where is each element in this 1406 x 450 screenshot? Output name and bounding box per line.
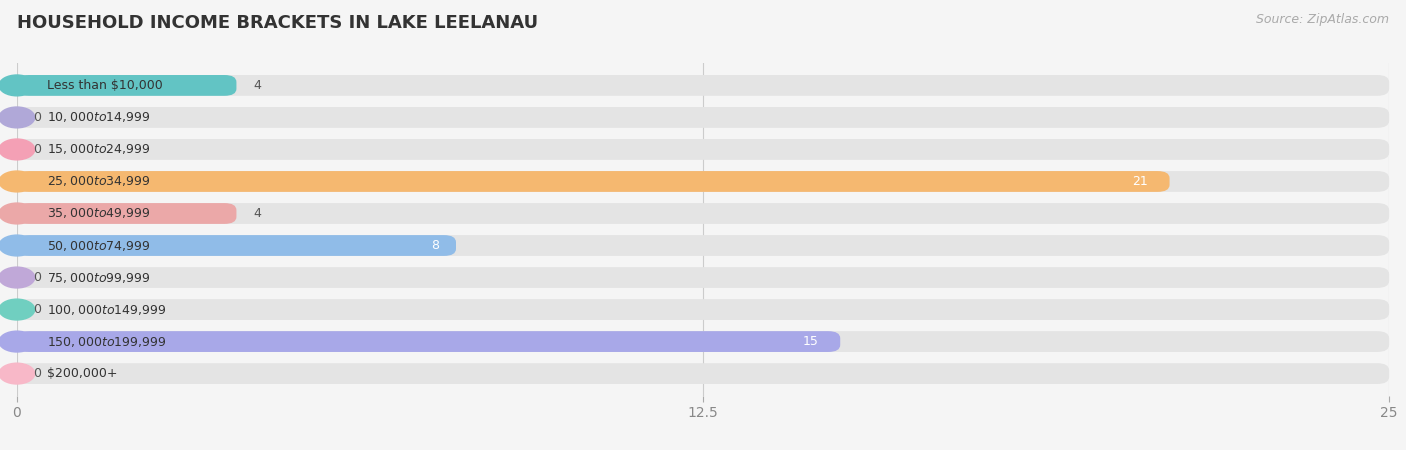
Text: Source: ZipAtlas.com: Source: ZipAtlas.com <box>1256 14 1389 27</box>
FancyBboxPatch shape <box>17 331 1389 352</box>
FancyBboxPatch shape <box>17 203 1389 224</box>
Text: $100,000 to $149,999: $100,000 to $149,999 <box>46 302 166 316</box>
FancyBboxPatch shape <box>17 203 236 224</box>
FancyBboxPatch shape <box>17 235 1389 256</box>
FancyBboxPatch shape <box>17 107 1389 128</box>
FancyBboxPatch shape <box>17 75 1389 96</box>
Text: 0: 0 <box>34 303 41 316</box>
Text: 0: 0 <box>34 367 41 380</box>
Circle shape <box>0 299 35 320</box>
Text: $150,000 to $199,999: $150,000 to $199,999 <box>46 334 166 349</box>
Circle shape <box>0 107 35 128</box>
Circle shape <box>0 331 35 352</box>
Text: 15: 15 <box>803 335 818 348</box>
FancyBboxPatch shape <box>17 139 1389 160</box>
Text: HOUSEHOLD INCOME BRACKETS IN LAKE LEELANAU: HOUSEHOLD INCOME BRACKETS IN LAKE LEELAN… <box>17 14 538 32</box>
Text: 4: 4 <box>253 79 260 92</box>
FancyBboxPatch shape <box>17 235 456 256</box>
Circle shape <box>0 363 35 384</box>
Text: 0: 0 <box>34 143 41 156</box>
Text: 21: 21 <box>1132 175 1147 188</box>
Circle shape <box>0 171 35 192</box>
Circle shape <box>0 235 35 256</box>
Text: $35,000 to $49,999: $35,000 to $49,999 <box>46 207 150 220</box>
FancyBboxPatch shape <box>17 171 1170 192</box>
Text: $200,000+: $200,000+ <box>46 367 118 380</box>
Circle shape <box>0 139 35 160</box>
Text: $75,000 to $99,999: $75,000 to $99,999 <box>46 270 150 284</box>
Text: $10,000 to $14,999: $10,000 to $14,999 <box>46 110 150 125</box>
FancyBboxPatch shape <box>17 267 1389 288</box>
Text: 0: 0 <box>34 271 41 284</box>
Text: 8: 8 <box>432 239 440 252</box>
Circle shape <box>0 267 35 288</box>
Text: 0: 0 <box>34 111 41 124</box>
Text: Less than $10,000: Less than $10,000 <box>46 79 163 92</box>
FancyBboxPatch shape <box>17 363 1389 384</box>
FancyBboxPatch shape <box>17 171 1389 192</box>
Text: $15,000 to $24,999: $15,000 to $24,999 <box>46 143 150 157</box>
Text: $50,000 to $74,999: $50,000 to $74,999 <box>46 238 150 252</box>
Circle shape <box>0 75 35 96</box>
Text: $25,000 to $34,999: $25,000 to $34,999 <box>46 175 150 189</box>
Text: 4: 4 <box>253 207 260 220</box>
Circle shape <box>0 203 35 224</box>
FancyBboxPatch shape <box>17 75 236 96</box>
FancyBboxPatch shape <box>17 299 1389 320</box>
FancyBboxPatch shape <box>17 331 841 352</box>
